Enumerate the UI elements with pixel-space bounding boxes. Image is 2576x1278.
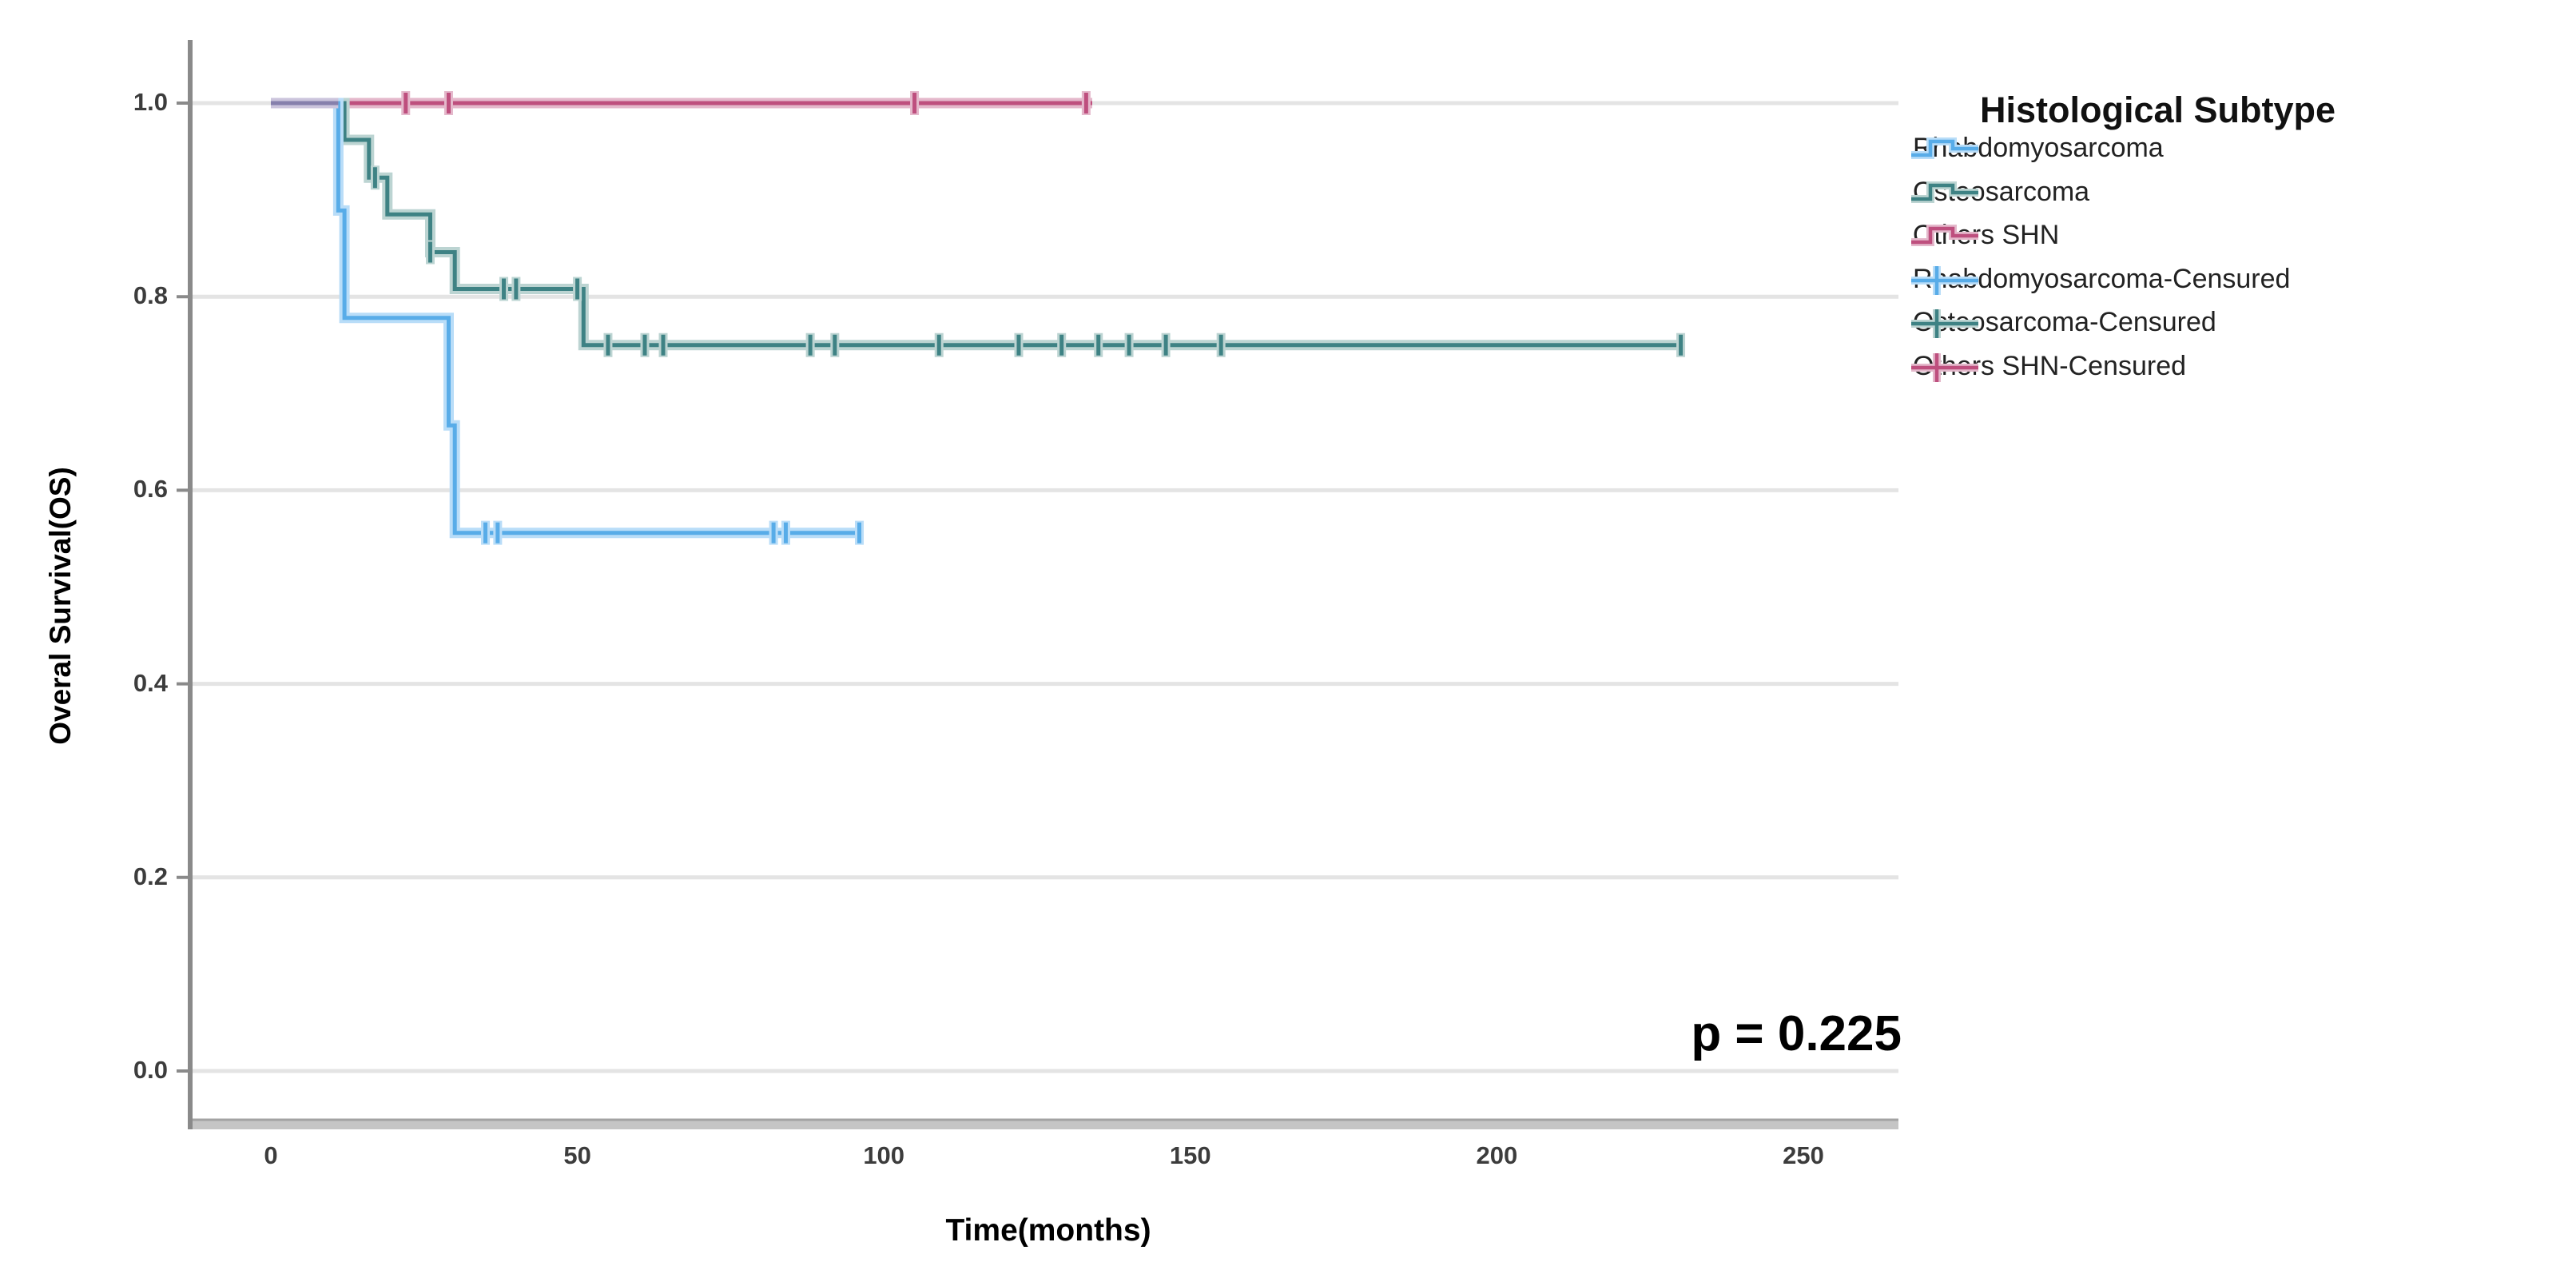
legend-item-Rhabdomyosarcoma-Censured: Rhabdomyosarcoma-Censured	[1908, 261, 2290, 297]
x-tick-label: 200	[1476, 1141, 1518, 1169]
x-axis-title: Time(months)	[945, 1213, 1151, 1248]
x-tick-label: 50	[563, 1141, 591, 1169]
legend-step-icon	[1911, 137, 1978, 159]
y-tick-label: 0.2	[133, 862, 168, 890]
legend-item-Rhabdomyosarcoma: Rhabdomyosarcoma	[1908, 130, 2164, 165]
legend-item-Osteosarcoma-Censured: Osteosarcoma-Censured	[1908, 305, 2216, 340]
legend-censor-icon	[1911, 353, 1978, 382]
survival-curve-Osteosarcoma	[271, 101, 1681, 348]
legend-item-Osteosarcoma: Osteosarcoma	[1908, 174, 2089, 209]
y-axis-line	[188, 40, 193, 1129]
y-tick-label: 0.8	[133, 281, 168, 310]
legend-censor-icon	[1911, 265, 1978, 295]
y-tick-label: 0.6	[133, 475, 168, 504]
x-tick-label: 250	[1783, 1141, 1824, 1169]
x-tick-label: 100	[863, 1141, 905, 1169]
x-tick-label: 0	[264, 1141, 278, 1169]
y-tick-label: 1.0	[133, 88, 168, 116]
y-tick-label: 0.0	[133, 1056, 168, 1084]
x-tick-label: 150	[1169, 1141, 1211, 1169]
legend-step-icon	[1911, 181, 1978, 203]
legend-step-icon	[1911, 225, 1978, 247]
survival-curve-Rhabdomyosarcoma	[271, 101, 860, 535]
legend-item-Others SHN: Others SHN	[1908, 217, 2059, 253]
y-axis-title: Overal Survival(OS)	[44, 467, 77, 745]
x-axis-line	[189, 1119, 1898, 1129]
legend-item-Others SHN-Censured: Others SHN-Censured	[1908, 348, 2186, 384]
legend-censor-icon	[1911, 309, 1978, 339]
y-tick-label: 0.4	[133, 668, 168, 697]
p-value-annotation: p = 0.225	[1691, 1006, 1902, 1061]
legend-title: Histological Subtype	[1980, 90, 2336, 130]
survival-curve-halo-Osteosarcoma	[271, 98, 1681, 351]
